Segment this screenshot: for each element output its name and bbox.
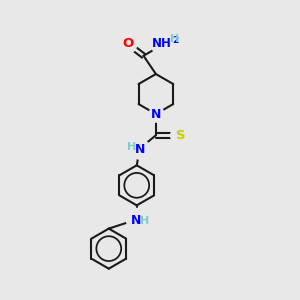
Text: H: H bbox=[170, 34, 179, 44]
Text: H: H bbox=[140, 216, 150, 226]
Text: NH: NH bbox=[152, 37, 172, 50]
Text: N: N bbox=[130, 214, 141, 227]
Text: N: N bbox=[151, 108, 161, 121]
Text: 2: 2 bbox=[172, 36, 178, 45]
Text: H: H bbox=[127, 142, 136, 152]
Text: O: O bbox=[123, 37, 134, 50]
Text: S: S bbox=[176, 129, 185, 142]
Text: N: N bbox=[135, 143, 146, 157]
